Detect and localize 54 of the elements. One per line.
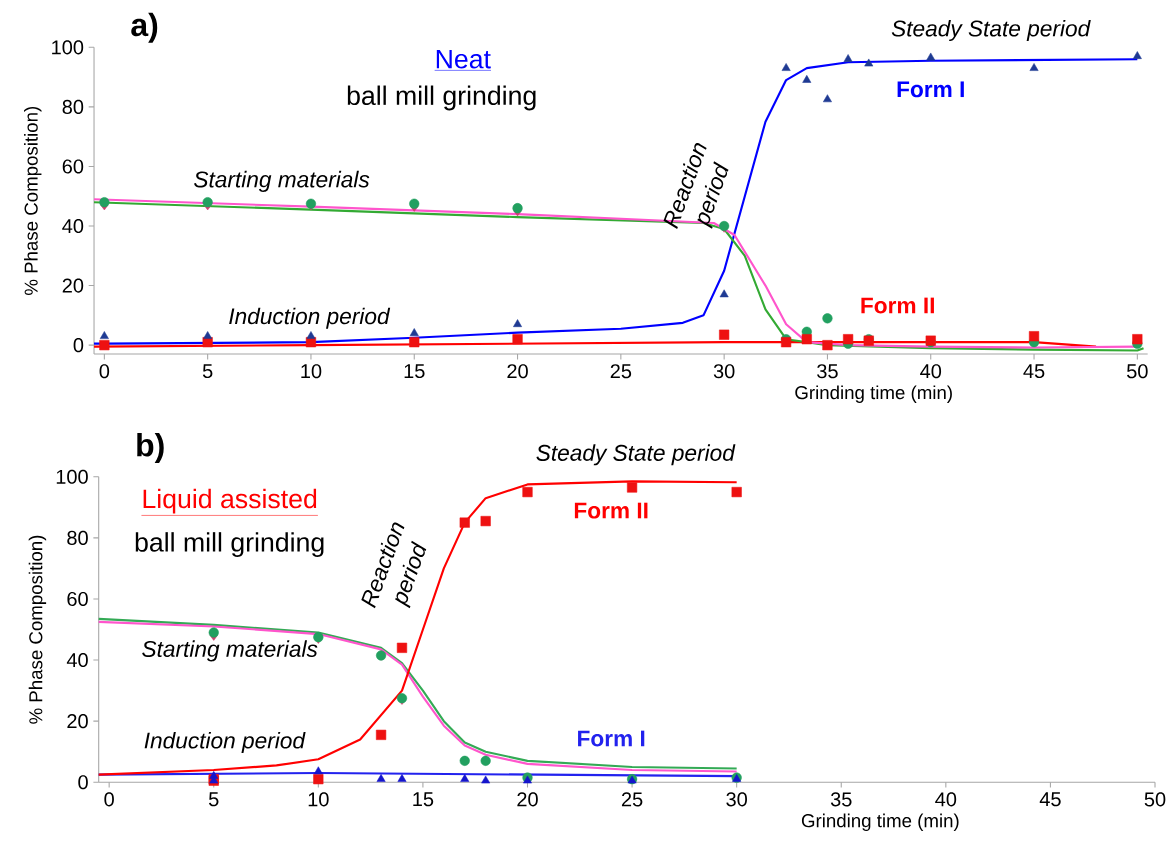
x-tick-label: 5 [208, 792, 219, 807]
y-tick-label: 80 [67, 530, 88, 545]
y-tick-label: 20 [62, 278, 84, 293]
series-label: Form I [578, 730, 645, 747]
x-axis-title: Grinding time (min) [795, 385, 952, 403]
x-tick-label: 50 [1144, 792, 1166, 807]
x-axis-title: Grinding time (min) [801, 813, 959, 831]
x-tick-label: 25 [610, 364, 632, 379]
annotation: ball mill grinding [135, 532, 324, 557]
y-tick-label: 40 [62, 218, 84, 233]
x-tick-label: 5 [202, 364, 213, 378]
x-tick-label: 10 [308, 792, 329, 807]
series-label: Form I [897, 81, 964, 98]
y-axis-title: % Phase Composition) [24, 106, 42, 295]
x-tick-label: 0 [99, 364, 110, 379]
annotation: Induction period [229, 307, 391, 329]
x-tick-label: 40 [935, 792, 957, 807]
chart-subtitle: Liquid assisted [143, 488, 317, 514]
x-tick-label: 30 [713, 364, 735, 379]
chart-subtitle: Neat [436, 49, 491, 69]
y-tick-label: 100 [52, 40, 84, 55]
x-tick-label: 45 [1023, 364, 1045, 378]
y-tick-label: 20 [67, 713, 88, 729]
chart-title: a) [131, 12, 158, 43]
x-tick-label: 20 [517, 792, 538, 807]
annotation: ball mill grinding [347, 85, 536, 111]
x-tick-label: 50 [1127, 364, 1148, 379]
y-tick-label: 0 [73, 337, 84, 353]
x-tick-label: 30 [726, 792, 747, 807]
x-tick-label: 15 [404, 364, 425, 378]
annotation: Starting materials [194, 170, 370, 192]
x-tick-label: 25 [621, 792, 643, 807]
x-tick-label: 45 [1039, 792, 1061, 807]
y-tick-label: 60 [62, 159, 84, 174]
annotation: Induction period [144, 731, 306, 753]
annotation: Starting materials [142, 640, 318, 662]
x-tick-label: 15 [413, 792, 434, 807]
x-tick-label: 40 [920, 364, 942, 379]
text: Steady State period [891, 19, 1091, 41]
x-tick-label: 20 [507, 364, 528, 379]
series-label: Form II [574, 502, 648, 519]
text: Steady State period [536, 444, 736, 466]
x-tick-label: 0 [104, 792, 114, 807]
y-tick-label: 60 [67, 591, 88, 606]
x-tick-label: 35 [830, 792, 852, 807]
x-tick-label: 10 [301, 364, 322, 379]
y-tick-label: 100 [56, 469, 88, 484]
y-tick-label: 80 [62, 99, 84, 114]
x-tick-label: 35 [817, 364, 838, 379]
series-label: Form II [861, 297, 934, 314]
y-tick-label: 40 [66, 652, 88, 668]
y-tick-label: 0 [78, 775, 88, 790]
chart-title: b) [137, 432, 164, 463]
y-axis-title: % Phase Composition) [28, 535, 47, 724]
